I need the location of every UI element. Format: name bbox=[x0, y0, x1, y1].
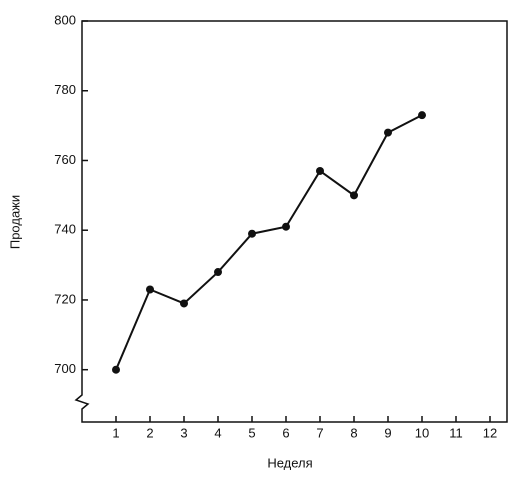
x-tick-label: 4 bbox=[214, 425, 221, 440]
x-tick-label: 12 bbox=[483, 425, 497, 440]
y-tick-label: 740 bbox=[54, 222, 76, 237]
x-tick-label: 1 bbox=[112, 425, 119, 440]
axes bbox=[74, 20, 508, 423]
point bbox=[214, 268, 222, 277]
x-tick-label: 6 bbox=[282, 425, 289, 440]
x-tick-label: 5 bbox=[248, 425, 255, 440]
y-tick-label: 760 bbox=[54, 152, 76, 167]
y-tick-label: 780 bbox=[54, 82, 76, 97]
point bbox=[282, 222, 290, 231]
y-tick-label: 720 bbox=[54, 291, 76, 306]
y-tick-label: 800 bbox=[54, 12, 76, 27]
point bbox=[146, 285, 154, 294]
point bbox=[350, 191, 358, 200]
point bbox=[418, 111, 426, 120]
y-tick-label: 700 bbox=[54, 361, 76, 376]
x-tick-label: 8 bbox=[350, 425, 357, 440]
x-axis-label: Неделя bbox=[267, 455, 312, 470]
x-tick-label: 9 bbox=[384, 425, 391, 440]
point bbox=[180, 299, 188, 308]
point bbox=[316, 166, 324, 175]
x-tick-label: 10 bbox=[415, 425, 429, 440]
x-tick-label: 11 bbox=[449, 425, 463, 440]
point bbox=[248, 229, 256, 238]
x-tick-label: 2 bbox=[146, 425, 153, 440]
line bbox=[115, 114, 423, 371]
x-tick-label: 7 bbox=[316, 425, 323, 440]
point bbox=[112, 365, 120, 374]
y-axis-label: Продажи bbox=[7, 195, 22, 249]
point bbox=[384, 128, 392, 137]
x-tick-label: 3 bbox=[180, 425, 187, 440]
